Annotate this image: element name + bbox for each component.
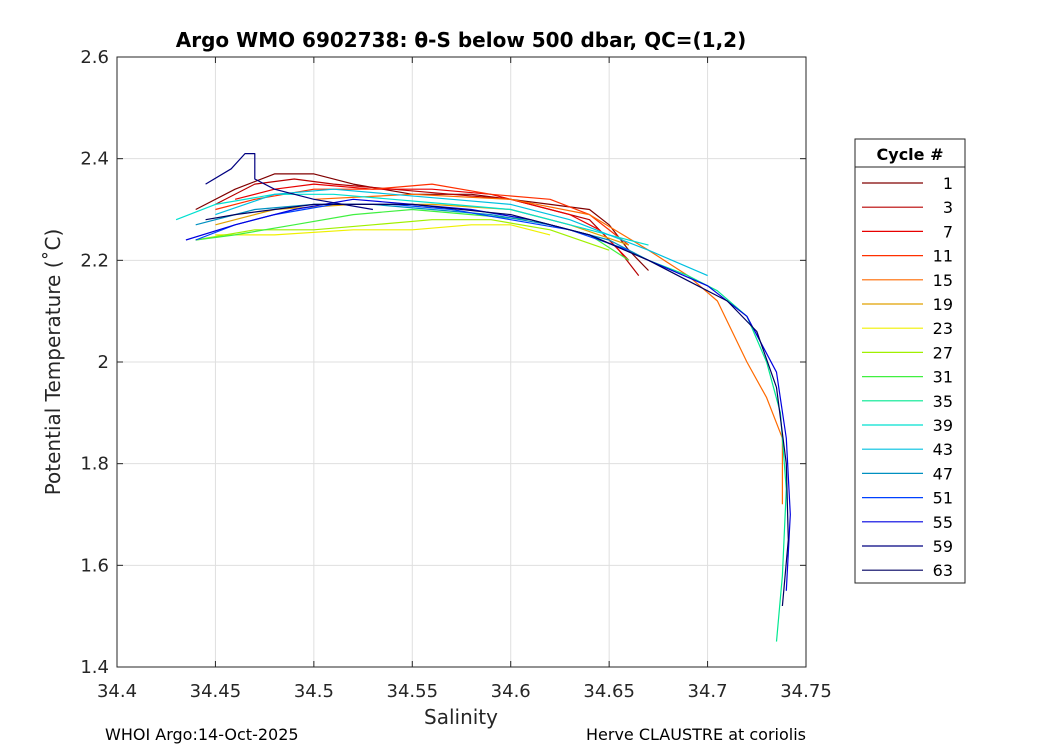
- axis-ticks: 34.4 34.45 34.5 34.55 34.6 34.65 34.7 34.75 1.4 1…: [80, 47, 831, 702]
- series-line-cycle-39: [175, 193, 649, 246]
- footer-right: Herve CLAUSTRE at coriolis: [586, 725, 806, 744]
- legend-label-cycle-15: 15: [933, 271, 953, 290]
- series-lines: [175, 153, 791, 642]
- legend-label-cycle-39: 39: [933, 416, 953, 435]
- legend-label-cycle-51: 51: [933, 489, 953, 508]
- legend-label-cycle-47: 47: [933, 464, 953, 483]
- legend-label-cycle-11: 11: [933, 247, 953, 266]
- y-tick-label: 2.2: [80, 250, 109, 271]
- x-tick-label: 34.7: [688, 681, 728, 702]
- legend-label-cycle-35: 35: [933, 392, 953, 411]
- y-tick-label: 1.6: [80, 555, 109, 576]
- legend: Cycle # 1 3 7 11 15 19 23 27 31 35 39 43 47 51 55 59 63: [854, 138, 966, 584]
- y-tick-label: 2.6: [80, 47, 109, 68]
- y-axis-label: Potential Temperature (˚C): [41, 229, 65, 496]
- series-line-cycle-1: [195, 173, 649, 271]
- y-tick-label: 2: [98, 352, 109, 373]
- legend-label-cycle-23: 23: [933, 319, 953, 338]
- footer-left: WHOI Argo:14-Oct-2025: [105, 725, 299, 744]
- legend-label-cycle-43: 43: [933, 440, 953, 459]
- legend-label-cycle-31: 31: [933, 368, 953, 387]
- series-line-cycle-43: [215, 188, 708, 277]
- legend-label-cycle-59: 59: [933, 537, 953, 556]
- series-line-cycle-7: [234, 183, 630, 261]
- legend-label-cycle-19: 19: [933, 295, 953, 314]
- legend-label-cycle-1: 1: [943, 174, 953, 193]
- y-tick-label: 1.4: [80, 657, 109, 678]
- legend-label-cycle-3: 3: [943, 198, 953, 217]
- y-tick-label: 2.4: [80, 149, 109, 170]
- series-line-cycle-11: [215, 183, 630, 246]
- x-tick-label: 34.55: [387, 681, 439, 702]
- legend-title: Cycle #: [877, 145, 944, 164]
- x-tick-label: 34.6: [491, 681, 531, 702]
- legend-label-cycle-63: 63: [933, 561, 953, 580]
- y-tick-label: 1.8: [80, 454, 109, 475]
- x-axis-label: Salinity: [424, 705, 498, 729]
- legend-label-cycle-27: 27: [933, 343, 953, 362]
- x-tick-label: 34.4: [97, 681, 137, 702]
- chart-title: Argo WMO 6902738: θ-S below 500 dbar, QC…: [176, 28, 746, 52]
- series-line-cycle-59: [205, 153, 374, 211]
- x-tick-label: 34.75: [780, 681, 832, 702]
- legend-label-cycle-7: 7: [943, 222, 953, 241]
- series-line-cycle-23: [215, 224, 551, 236]
- series-line-cycle-35: [648, 259, 787, 642]
- legend-box: [854, 138, 966, 584]
- x-tick-label: 34.65: [583, 681, 635, 702]
- legend-label-cycle-55: 55: [933, 513, 953, 532]
- series-line-cycle-63: [205, 203, 789, 607]
- legend-items: 1 3 7 11 15 19 23 27 31 35 39 43 47 51 55 59 63: [862, 174, 953, 580]
- x-tick-label: 34.45: [190, 681, 242, 702]
- x-tick-label: 34.5: [294, 681, 334, 702]
